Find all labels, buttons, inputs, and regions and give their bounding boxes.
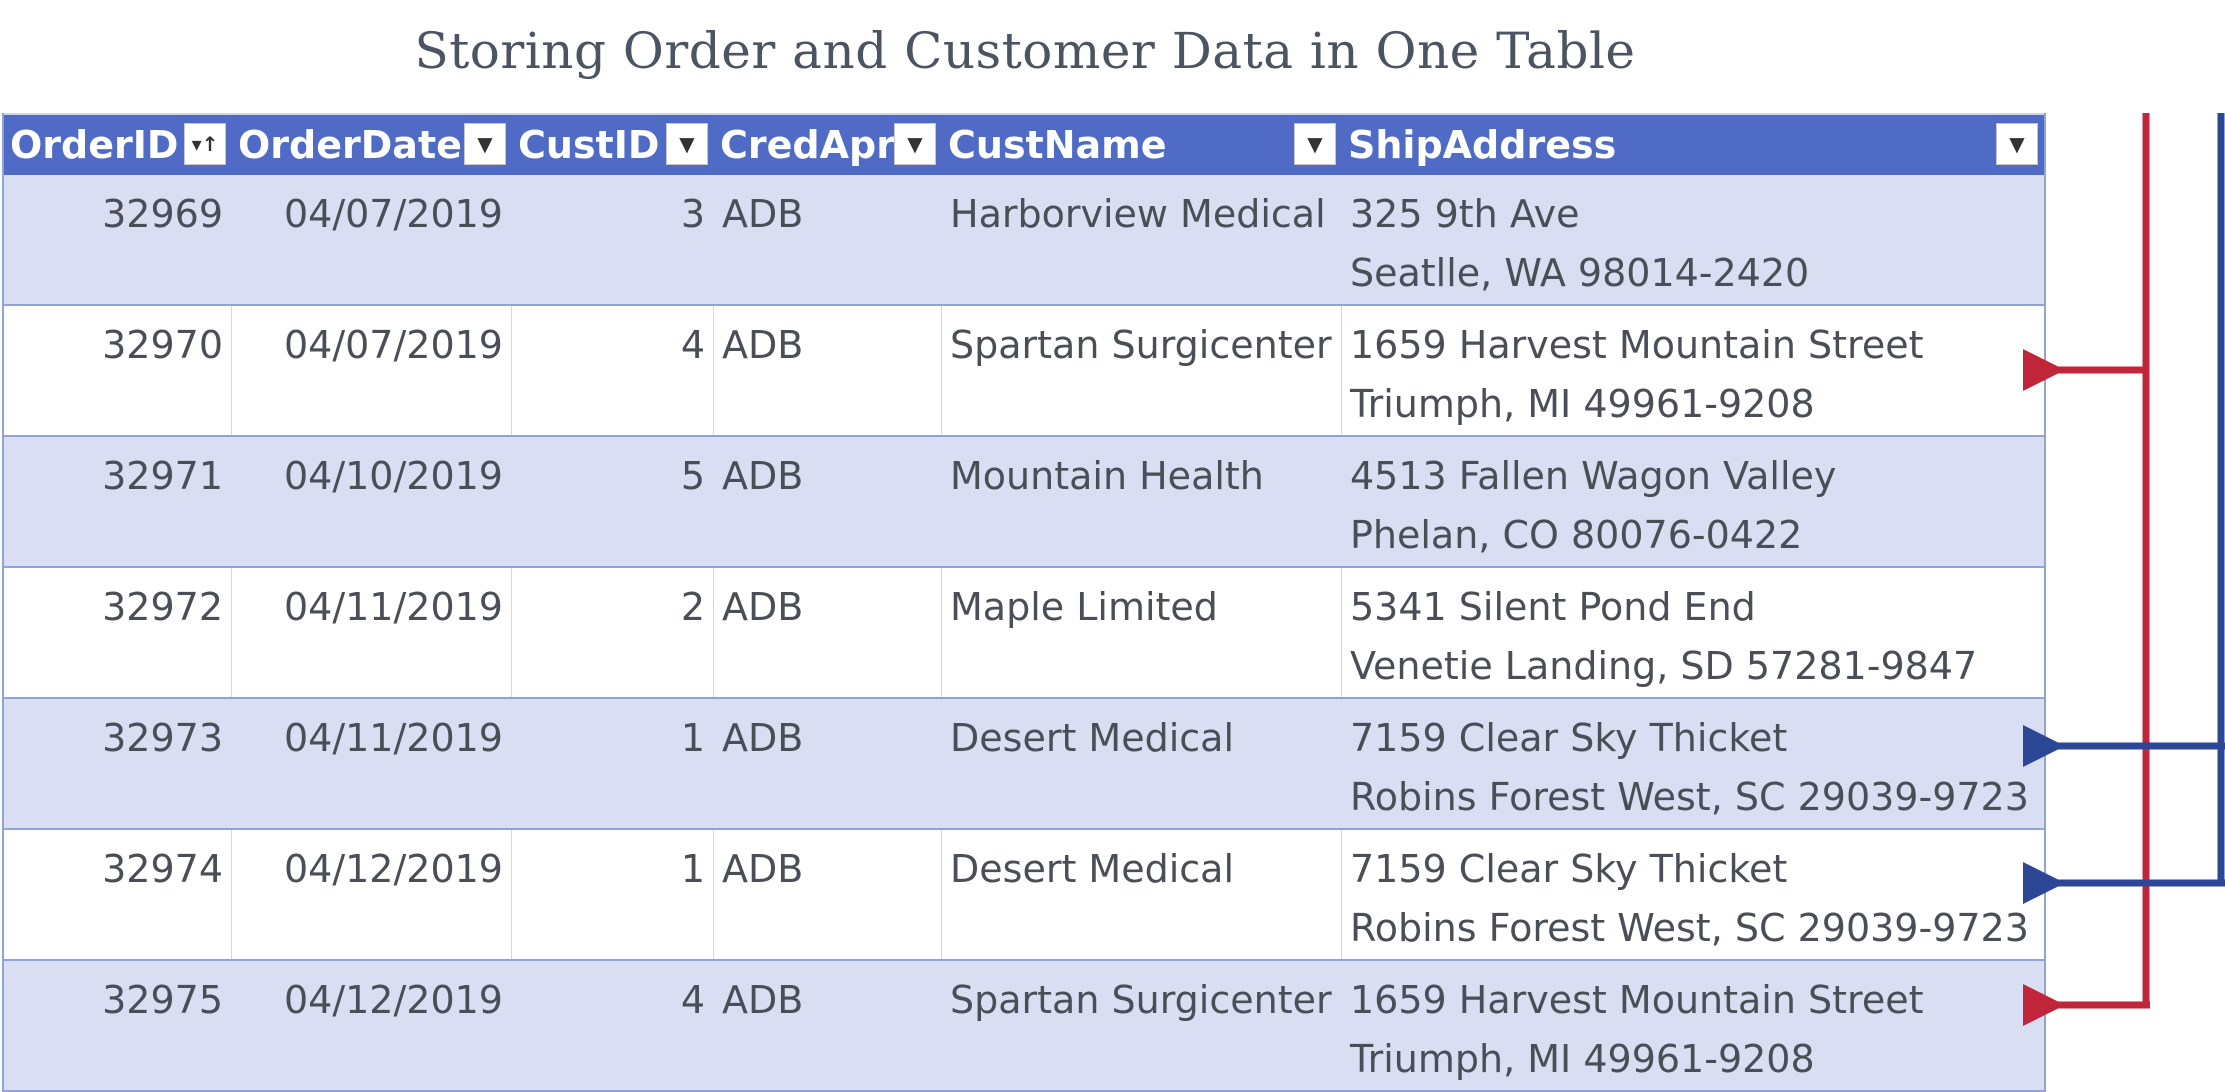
column-header-orderdate[interactable]: OrderDate ▼ — [232, 115, 512, 175]
cell-shipaddress: 325 9th Ave Seatlle, WA 98014-2420 — [1342, 175, 2044, 304]
cell-shipaddress: 7159 Clear Sky Thicket Robins Forest Wes… — [1342, 830, 2044, 959]
cell-orderid: 32970 — [4, 306, 232, 435]
address-line-2: Phelan, CO 80076-0422 — [1350, 513, 1803, 557]
cell-credapr: ADB — [714, 961, 942, 1090]
cell-orderid: 32972 — [4, 568, 232, 697]
cell-orderdate: 04/10/2019 — [232, 437, 512, 566]
cell-orderdate: 04/07/2019 — [232, 306, 512, 435]
cell-custname: Desert Medical — [942, 699, 1342, 828]
cell-custname: Spartan Surgicenter — [942, 961, 1342, 1090]
address-line-2: Robins Forest West, SC 29039-9723 — [1350, 906, 2029, 950]
column-header-orderid[interactable]: OrderID ▾↑ — [4, 115, 232, 175]
address-line-2: Robins Forest West, SC 29039-9723 — [1350, 775, 2029, 819]
dropdown-filter-icon[interactable]: ▼ — [666, 123, 708, 165]
cell-custid: 3 — [512, 175, 714, 304]
cell-custid: 2 — [512, 568, 714, 697]
cell-credapr: ADB — [714, 830, 942, 959]
address-line-2: Venetie Landing, SD 57281-9847 — [1350, 644, 1978, 688]
address-line-1: 1659 Harvest Mountain Street — [1350, 978, 1924, 1022]
table-header-row: OrderID ▾↑ OrderDate ▼ CustID ▼ CredApr … — [4, 113, 2044, 175]
cell-custname: Mountain Health — [942, 437, 1342, 566]
column-header-label: ShipAddress — [1348, 123, 1617, 167]
cell-shipaddress: 1659 Harvest Mountain Street Triumph, MI… — [1342, 306, 2044, 435]
cell-orderdate: 04/07/2019 — [232, 175, 512, 304]
cell-shipaddress: 4513 Fallen Wagon Valley Phelan, CO 8007… — [1342, 437, 2044, 566]
dropdown-filter-icon[interactable]: ▼ — [1996, 123, 2038, 165]
cell-orderdate: 04/12/2019 — [232, 961, 512, 1090]
sort-ascending-filter-icon[interactable]: ▾↑ — [184, 123, 226, 165]
cell-custid: 5 — [512, 437, 714, 566]
orders-table: OrderID ▾↑ OrderDate ▼ CustID ▼ CredApr … — [2, 113, 2046, 1092]
address-line-1: 7159 Clear Sky Thicket — [1350, 716, 1788, 760]
cell-orderid: 32971 — [4, 437, 232, 566]
table-row[interactable]: 32972 04/11/2019 2 ADB Maple Limited 534… — [4, 568, 2044, 699]
column-header-label: CustName — [948, 123, 1167, 167]
column-header-custid[interactable]: CustID ▼ — [512, 115, 714, 175]
dropdown-filter-icon[interactable]: ▼ — [1294, 123, 1336, 165]
table-row[interactable]: 32973 04/11/2019 1 ADB Desert Medical 71… — [4, 699, 2044, 830]
cell-custid: 4 — [512, 961, 714, 1090]
address-line-2: Triumph, MI 49961-9208 — [1350, 382, 1815, 426]
table-row[interactable]: 32971 04/10/2019 5 ADB Mountain Health 4… — [4, 437, 2044, 568]
table-row[interactable]: 32970 04/07/2019 4 ADB Spartan Surgicent… — [4, 306, 2044, 437]
address-line-1: 5341 Silent Pond End — [1350, 585, 1756, 629]
cell-shipaddress: 5341 Silent Pond End Venetie Landing, SD… — [1342, 568, 2044, 697]
column-header-label: OrderID — [10, 123, 179, 167]
cell-custname: Spartan Surgicenter — [942, 306, 1342, 435]
column-header-label: OrderDate — [238, 123, 462, 167]
cell-credapr: ADB — [714, 437, 942, 566]
table-row[interactable]: 32969 04/07/2019 3 ADB Harborview Medica… — [4, 175, 2044, 306]
column-header-credapr[interactable]: CredApr ▼ — [714, 115, 942, 175]
page-title: Storing Order and Customer Data in One T… — [414, 22, 1636, 80]
cell-custid: 1 — [512, 699, 714, 828]
cell-shipaddress: 1659 Harvest Mountain Street Triumph, MI… — [1342, 961, 2044, 1090]
cell-orderdate: 04/11/2019 — [232, 699, 512, 828]
column-header-label: CustID — [518, 123, 660, 167]
column-header-custname[interactable]: CustName ▼ — [942, 115, 1342, 175]
cell-custid: 4 — [512, 306, 714, 435]
table-row[interactable]: 32975 04/12/2019 4 ADB Spartan Surgicent… — [4, 961, 2044, 1092]
address-line-1: 7159 Clear Sky Thicket — [1350, 847, 1788, 891]
column-header-label: CredApr — [720, 123, 895, 167]
cell-orderid: 32969 — [4, 175, 232, 304]
cell-orderid: 32973 — [4, 699, 232, 828]
cell-credapr: ADB — [714, 699, 942, 828]
address-line-2: Triumph, MI 49961-9208 — [1350, 1037, 1815, 1081]
cell-orderid: 32974 — [4, 830, 232, 959]
blue-duplicate-connector — [2023, 113, 2225, 904]
red-duplicate-connector — [2023, 113, 2150, 1026]
cell-credapr: ADB — [714, 568, 942, 697]
address-line-1: 1659 Harvest Mountain Street — [1350, 323, 1924, 367]
table-row[interactable]: 32974 04/12/2019 1 ADB Desert Medical 71… — [4, 830, 2044, 961]
cell-orderdate: 04/12/2019 — [232, 830, 512, 959]
address-line-2: Seatlle, WA 98014-2420 — [1350, 251, 1810, 295]
cell-custname: Desert Medical — [942, 830, 1342, 959]
dropdown-filter-icon[interactable]: ▼ — [894, 123, 936, 165]
dropdown-filter-icon[interactable]: ▼ — [464, 123, 506, 165]
address-line-1: 325 9th Ave — [1350, 192, 1580, 236]
cell-credapr: ADB — [714, 175, 942, 304]
address-line-1: 4513 Fallen Wagon Valley — [1350, 454, 1837, 498]
cell-credapr: ADB — [714, 306, 942, 435]
cell-custid: 1 — [512, 830, 714, 959]
column-header-shipaddress[interactable]: ShipAddress ▼ — [1342, 115, 2044, 175]
cell-orderid: 32975 — [4, 961, 232, 1090]
cell-custname: Maple Limited — [942, 568, 1342, 697]
cell-shipaddress: 7159 Clear Sky Thicket Robins Forest Wes… — [1342, 699, 2044, 828]
cell-custname: Harborview Medical — [942, 175, 1342, 304]
cell-orderdate: 04/11/2019 — [232, 568, 512, 697]
